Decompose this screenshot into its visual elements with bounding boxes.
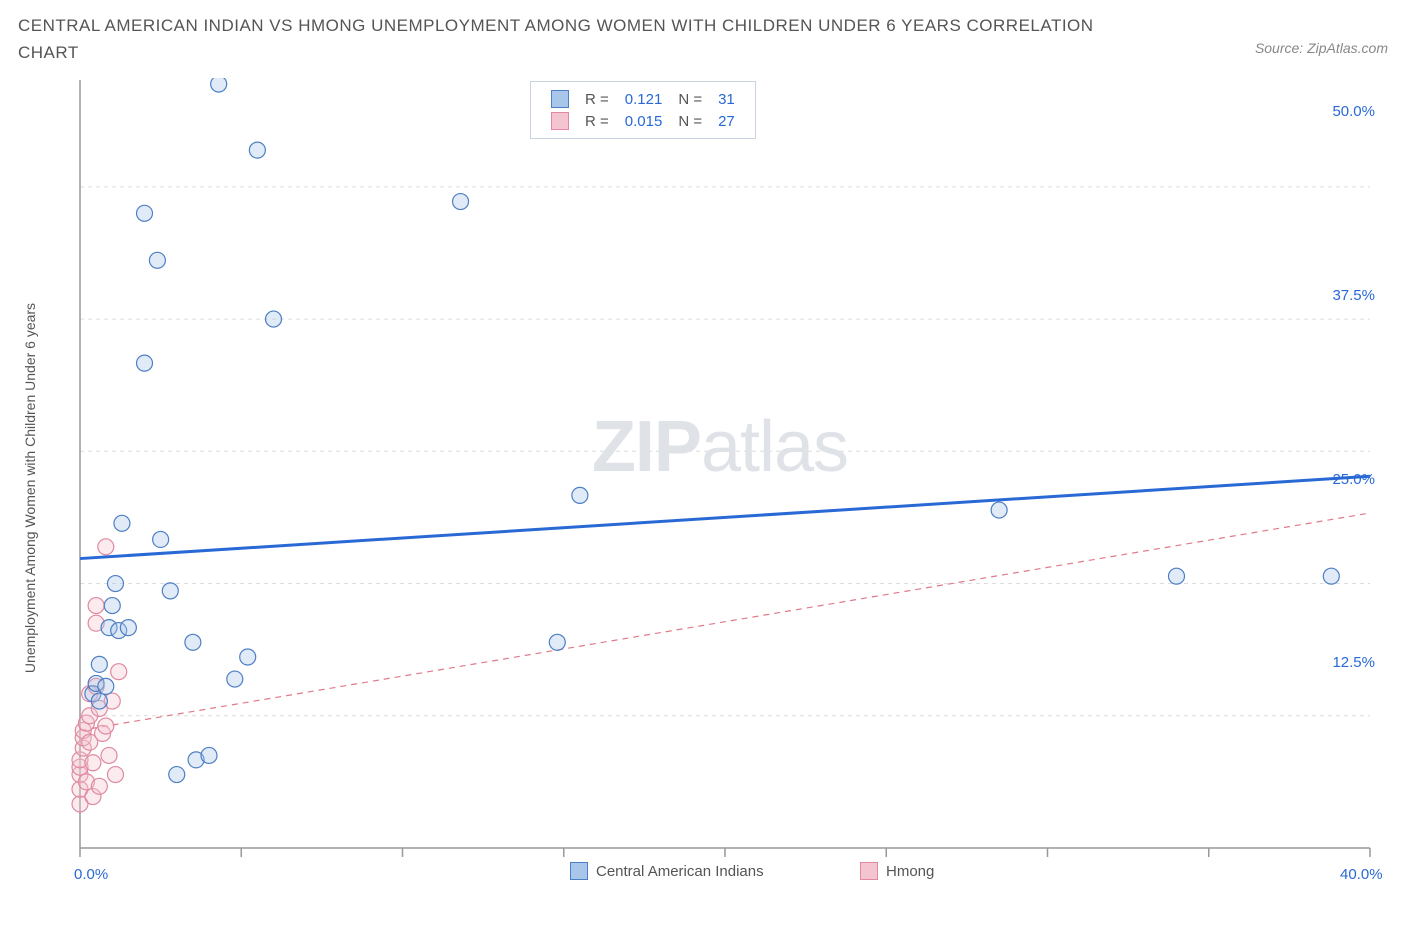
y-tick-label: 12.5%: [1315, 654, 1375, 671]
legend-label: Central American Indians: [596, 863, 764, 880]
y-tick-label: 50.0%: [1315, 103, 1375, 120]
bottom-legend-item: Hmong: [860, 862, 934, 880]
swatch-pink: [551, 112, 569, 130]
x-tick-label: 40.0%: [1340, 866, 1383, 883]
legend-label: Hmong: [886, 863, 934, 880]
legend-swatch: [860, 862, 878, 880]
r-label: R =: [577, 88, 617, 110]
header-row: CENTRAL AMERICAN INDIAN VS HMONG UNEMPLO…: [18, 12, 1388, 66]
r-value-pink: 0.015: [617, 110, 671, 132]
bottom-legend-item: Central American Indians: [570, 862, 764, 880]
y-tick-label: 25.0%: [1315, 471, 1375, 488]
scatter-plot-svg: [70, 78, 1390, 898]
stat-legend-row-blue: R = 0.121 N = 31: [543, 88, 743, 110]
n-label: N =: [670, 88, 710, 110]
source-attribution: Source: ZipAtlas.com: [1255, 40, 1388, 56]
y-axis-label: Unemployment Among Women with Children U…: [22, 303, 38, 673]
legend-swatch: [570, 862, 588, 880]
n-value-pink: 27: [710, 110, 743, 132]
plot-container: Unemployment Among Women with Children U…: [50, 78, 1390, 898]
source-prefix: Source:: [1255, 40, 1307, 56]
r-value-blue: 0.121: [617, 88, 671, 110]
stat-legend-row-pink: R = 0.015 N = 27: [543, 110, 743, 132]
n-label-2: N =: [670, 110, 710, 132]
y-tick-label: 37.5%: [1315, 287, 1375, 304]
chart-title: CENTRAL AMERICAN INDIAN VS HMONG UNEMPLO…: [18, 12, 1118, 66]
r-label-2: R =: [577, 110, 617, 132]
stat-legend-box: R = 0.121 N = 31 R = 0.015 N = 27: [530, 81, 756, 139]
swatch-blue: [551, 90, 569, 108]
source-name: ZipAtlas.com: [1307, 40, 1388, 56]
x-tick-label: 0.0%: [74, 866, 108, 883]
n-value-blue: 31: [710, 88, 743, 110]
